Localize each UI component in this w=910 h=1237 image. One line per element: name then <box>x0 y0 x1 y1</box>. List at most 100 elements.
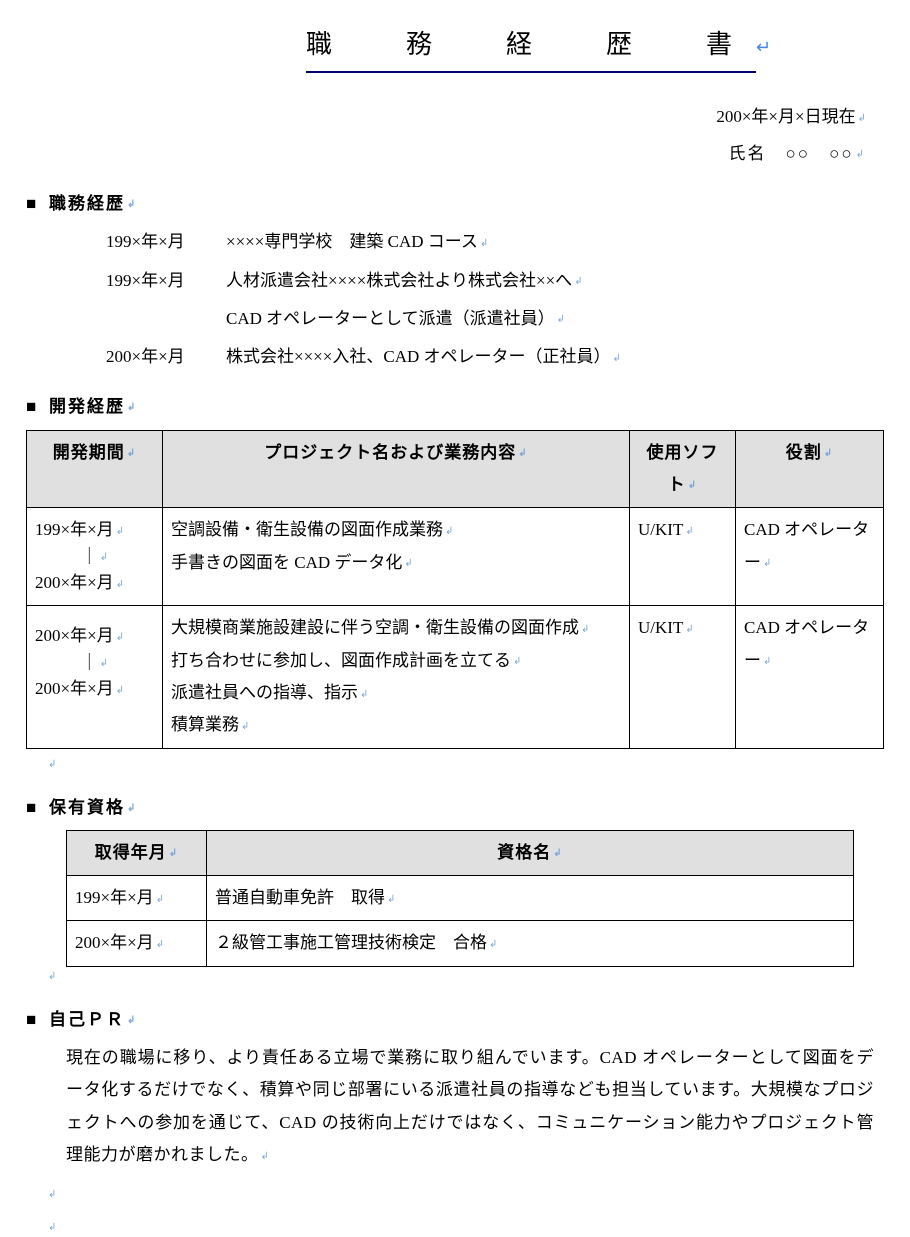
author-name-row: 氏名 ○○ ○○↲ <box>26 138 884 170</box>
col-acq-date: 取得年月↲ <box>67 830 207 875</box>
para-mark-icon: ↲ <box>100 552 108 563</box>
table-header-row: 開発期間↲ プロジェクト名および業務内容↲ 使用ソフト↲ 役割↲ <box>27 430 884 508</box>
para-mark-icon: ↲ <box>553 848 562 859</box>
career-text-cont: CAD オペレーターとして派遣（派遣社員）↲ <box>226 303 565 335</box>
cell-qual-date: 199×年×月↲ <box>67 876 207 921</box>
col-role: 役割↲ <box>736 430 884 508</box>
para-mark-icon: ↲ <box>169 848 178 859</box>
section-qual-label: 保有資格 <box>49 798 125 817</box>
cell-qual-date: 200×年×月↲ <box>67 921 207 966</box>
career-date: 200×年×月 <box>106 341 226 373</box>
career-item: 199×年×月 ××××専門学校 建築 CAD コース↲ <box>106 226 884 258</box>
as-of-date: 200×年×月×日現在↲ <box>26 101 884 133</box>
para-mark-icon: ↲ <box>261 1151 270 1162</box>
cell-qual-name: 普通自動車免許 取得↲ <box>207 876 854 921</box>
document-title: 職 務 経 歴 書 <box>306 20 756 73</box>
para-mark-icon: ↲ <box>574 276 582 287</box>
para-mark-icon: ↲ <box>557 314 565 325</box>
asof-text: 200×年×月×日現在 <box>716 107 855 126</box>
para-mark-icon: ↲ <box>127 448 136 459</box>
para-mark-icon: ↲ <box>360 689 368 700</box>
square-bullet-icon: ■ <box>26 194 38 213</box>
para-mark-icon: ↲ <box>116 685 124 696</box>
career-date: 199×年×月 <box>106 226 226 258</box>
para-mark-icon: ↲ <box>127 1015 137 1026</box>
para-mark-icon: ↲ <box>116 526 124 537</box>
cell-period: 200×年×月↲ ｜↲ 200×年×月↲ <box>27 606 163 748</box>
para-mark-icon: ↲ <box>763 656 771 667</box>
para-mark-icon: ↲ <box>116 632 124 643</box>
cell-qual-name: ２級管工事施工管理技術検定 合格↲ <box>207 921 854 966</box>
section-career-label: 職務経歴 <box>49 194 125 213</box>
range-bar: ｜↲ <box>35 653 154 673</box>
para-mark-icon: ↲ <box>26 755 884 774</box>
section-dev-heading: ■ 開発経歴↲ <box>26 391 884 423</box>
career-text: 株式会社××××入社、CAD オペレーター（正社員）↲ <box>226 341 884 373</box>
section-dev-label: 開発経歴 <box>49 397 125 416</box>
table-row: 199×年×月↲ ｜↲ 200×年×月↲ 空調設備・衛生設備の図面作成業務↲ 手… <box>27 508 884 606</box>
para-mark-icon: ↲ <box>518 448 527 459</box>
career-history-list: 199×年×月 ××××専門学校 建築 CAD コース↲ 199×年×月 人材派… <box>106 226 884 373</box>
title-row: 職 務 経 歴 書↵ <box>26 20 884 101</box>
para-mark-icon: ↲ <box>26 1185 884 1204</box>
pr-body-text: 現在の職場に移り、より責任ある立場で業務に取り組んでいます。CAD オペレーター… <box>66 1042 874 1171</box>
para-mark-icon: ↲ <box>156 894 164 905</box>
square-bullet-icon: ■ <box>26 798 38 817</box>
career-text: ××××専門学校 建築 CAD コース↲ <box>226 226 884 258</box>
col-qual-name: 資格名↲ <box>207 830 854 875</box>
para-mark-icon: ↲ <box>241 721 249 732</box>
career-item: 200×年×月 株式会社××××入社、CAD オペレーター（正社員）↲ <box>106 341 884 373</box>
para-mark-icon: ↲ <box>763 558 771 569</box>
para-mark-icon: ↲ <box>824 448 833 459</box>
range-bar: ｜↲ <box>35 547 154 567</box>
cell-software: U/KIT↲ <box>630 508 736 606</box>
para-mark-icon: ↲ <box>127 402 137 413</box>
col-software: 使用ソフト↲ <box>630 430 736 508</box>
para-mark-icon: ↲ <box>685 624 693 635</box>
cell-software: U/KIT↲ <box>630 606 736 748</box>
cell-description: 大規模商業施設建設に伴う空調・衛生設備の図面作成↲ 打ち合わせに参加し、図面作成… <box>163 606 630 748</box>
square-bullet-icon: ■ <box>26 1010 38 1029</box>
para-mark-icon: ↲ <box>858 113 866 124</box>
para-mark-icon: ↲ <box>127 199 137 210</box>
cell-role: CAD オペレーター↲ <box>736 508 884 606</box>
cell-period: 199×年×月↲ ｜↲ 200×年×月↲ <box>27 508 163 606</box>
para-mark-icon: ↲ <box>26 1218 884 1237</box>
col-project: プロジェクト名および業務内容↲ <box>163 430 630 508</box>
section-career-heading: ■ 職務経歴↲ <box>26 188 884 220</box>
para-mark-icon: ↲ <box>445 526 453 537</box>
para-mark-icon: ↲ <box>856 149 866 160</box>
career-text: 人材派遣会社××××株式会社より株式会社××へ↲ <box>226 265 884 297</box>
para-mark-icon: ↲ <box>100 658 108 669</box>
para-mark-icon: ↲ <box>480 238 488 249</box>
para-mark-icon: ↲ <box>685 526 693 537</box>
para-mark-icon: ↲ <box>26 967 884 986</box>
career-item-cont: CAD オペレーターとして派遣（派遣社員）↲ <box>106 303 884 335</box>
para-mark-icon: ↲ <box>581 624 589 635</box>
table-row: 199×年×月↲ 普通自動車免許 取得↲ <box>67 876 854 921</box>
para-mark-icon: ↲ <box>489 939 497 950</box>
table-row: 200×年×月↲ ２級管工事施工管理技術検定 合格↲ <box>67 921 854 966</box>
square-bullet-icon: ■ <box>26 397 38 416</box>
section-qual-heading: ■ 保有資格↲ <box>26 792 884 824</box>
section-pr-label: 自己ＰＲ <box>49 1010 125 1029</box>
cell-role: CAD オペレーター↲ <box>736 606 884 748</box>
para-mark-icon: ↲ <box>688 480 697 491</box>
table-header-row: 取得年月↲ 資格名↲ <box>67 830 854 875</box>
col-period: 開発期間↲ <box>27 430 163 508</box>
para-mark-icon: ↲ <box>613 353 621 364</box>
section-pr-heading: ■ 自己ＰＲ↲ <box>26 1004 884 1036</box>
para-mark-icon: ↲ <box>404 558 412 569</box>
table-row: 200×年×月↲ ｜↲ 200×年×月↲ 大規模商業施設建設に伴う空調・衛生設備… <box>27 606 884 748</box>
para-mark-icon: ↲ <box>156 939 164 950</box>
para-mark-icon: ↲ <box>127 803 137 814</box>
name-value: ○○ ○○ <box>786 144 854 163</box>
development-history-table: 開発期間↲ プロジェクト名および業務内容↲ 使用ソフト↲ 役割↲ 199×年×月… <box>26 430 884 749</box>
career-date: 199×年×月 <box>106 265 226 297</box>
para-mark-icon: ↲ <box>387 894 395 905</box>
para-mark-icon: ↲ <box>116 579 124 590</box>
qualifications-table: 取得年月↲ 資格名↲ 199×年×月↲ 普通自動車免許 取得↲ 200×年×月↲… <box>66 830 854 967</box>
name-label: 氏名 <box>729 144 767 163</box>
cell-description: 空調設備・衛生設備の図面作成業務↲ 手書きの図面を CAD データ化↲ <box>163 508 630 606</box>
return-mark-icon: ↵ <box>756 37 771 57</box>
